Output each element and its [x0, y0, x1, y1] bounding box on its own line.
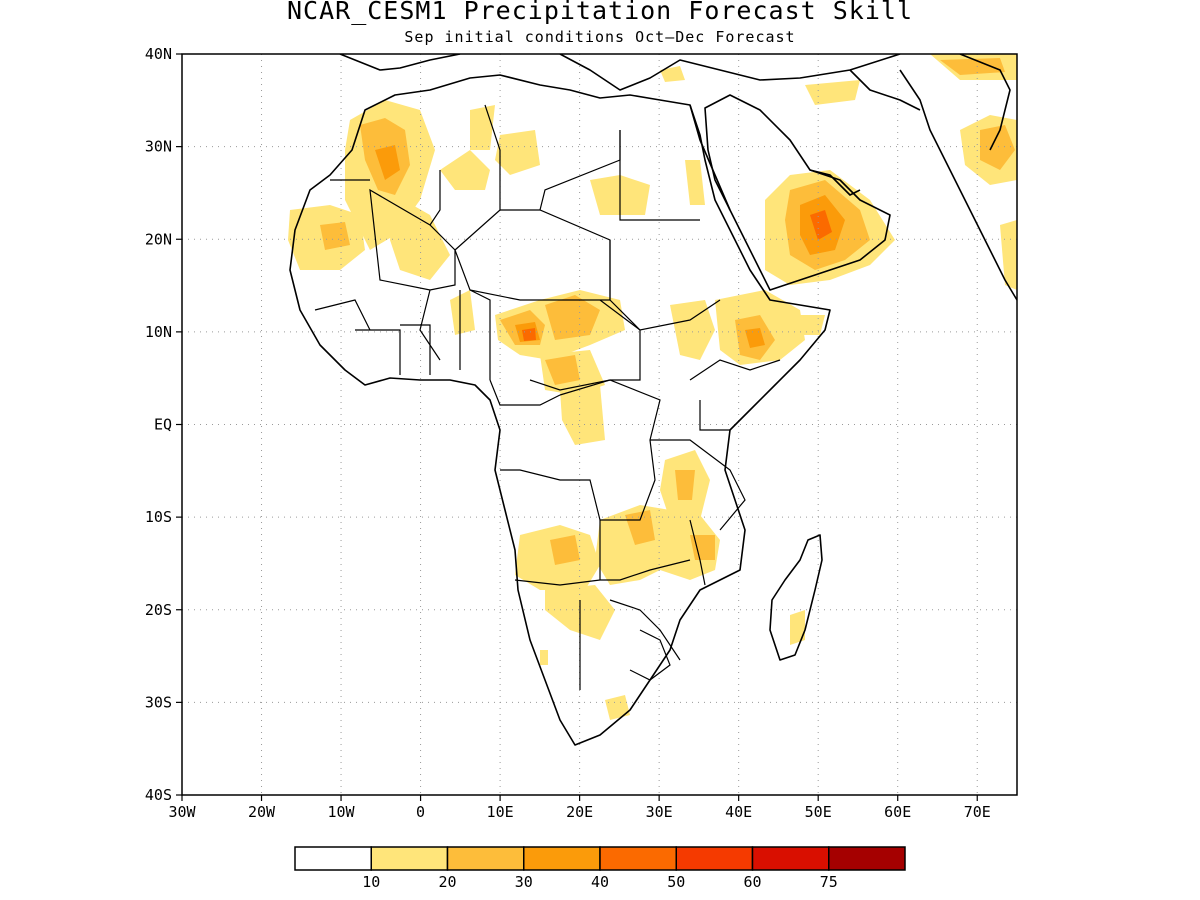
lon-tick-label: 60E: [884, 803, 911, 821]
colorbar-label: 40: [591, 873, 609, 891]
lat-tick-label: 30S: [145, 693, 172, 711]
lat-tick-label: 10N: [145, 323, 172, 341]
colorbar-swatch: [599, 846, 677, 871]
coastlines: [289, 54, 1017, 746]
lon-tick-label: 20E: [566, 803, 593, 821]
colorbar-label: 75: [820, 873, 838, 891]
lon-tick-label: 40E: [725, 803, 752, 821]
lon-tick-label: 50E: [805, 803, 832, 821]
lon-tick-label: 0: [416, 803, 425, 821]
lat-tick-label: 20S: [145, 601, 172, 619]
lon-tick-label: 30W: [168, 803, 196, 821]
colorbar-swatch: [446, 846, 525, 871]
lon-tick-label: 20W: [248, 803, 276, 821]
lat-tick-label: 10S: [145, 508, 172, 526]
longitude-axis: 30W 20W 10W 0 10E 20E 30E 40E 50E 60E 70E: [168, 795, 991, 821]
colorbar-swatch: [828, 846, 906, 871]
colorbar-swatch: [523, 846, 601, 871]
colorbar-swatch: [675, 846, 754, 871]
map-title: NCAR_CESM1 Precipitation Forecast Skill: [287, 0, 913, 25]
lon-tick-label: 10W: [328, 803, 356, 821]
lon-tick-label: 70E: [964, 803, 991, 821]
lon-tick-label: 30E: [646, 803, 673, 821]
lat-tick-label: 40S: [145, 786, 172, 804]
lat-tick-label: 20N: [145, 230, 172, 248]
lat-tick-label: 40N: [145, 45, 172, 63]
lat-tick-label: EQ: [154, 416, 172, 434]
skill-shading: [288, 54, 1017, 720]
map-subtitle: Sep initial conditions Oct–Dec Forecast: [404, 28, 796, 46]
colorbar-label: 60: [743, 873, 761, 891]
skill-40-50-regions: [522, 210, 832, 341]
colorbar-label: 50: [667, 873, 685, 891]
colorbar-swatch: [751, 846, 830, 871]
latitude-axis: 40N 30N 20N 10N EQ 10S 20S 30S 40S: [145, 45, 182, 804]
country-borders: [314, 104, 781, 690]
lat-tick-label: 30N: [145, 138, 172, 156]
lon-tick-label: 10E: [487, 803, 514, 821]
colorbar-label: 10: [362, 873, 380, 891]
colorbar-label: 30: [515, 873, 533, 891]
colorbar-swatch: [294, 846, 372, 871]
colorbar-label: 20: [438, 873, 456, 891]
colorbar-swatch: [370, 846, 449, 871]
colorbar: 10 20 30 40 50 60 75: [294, 846, 906, 891]
